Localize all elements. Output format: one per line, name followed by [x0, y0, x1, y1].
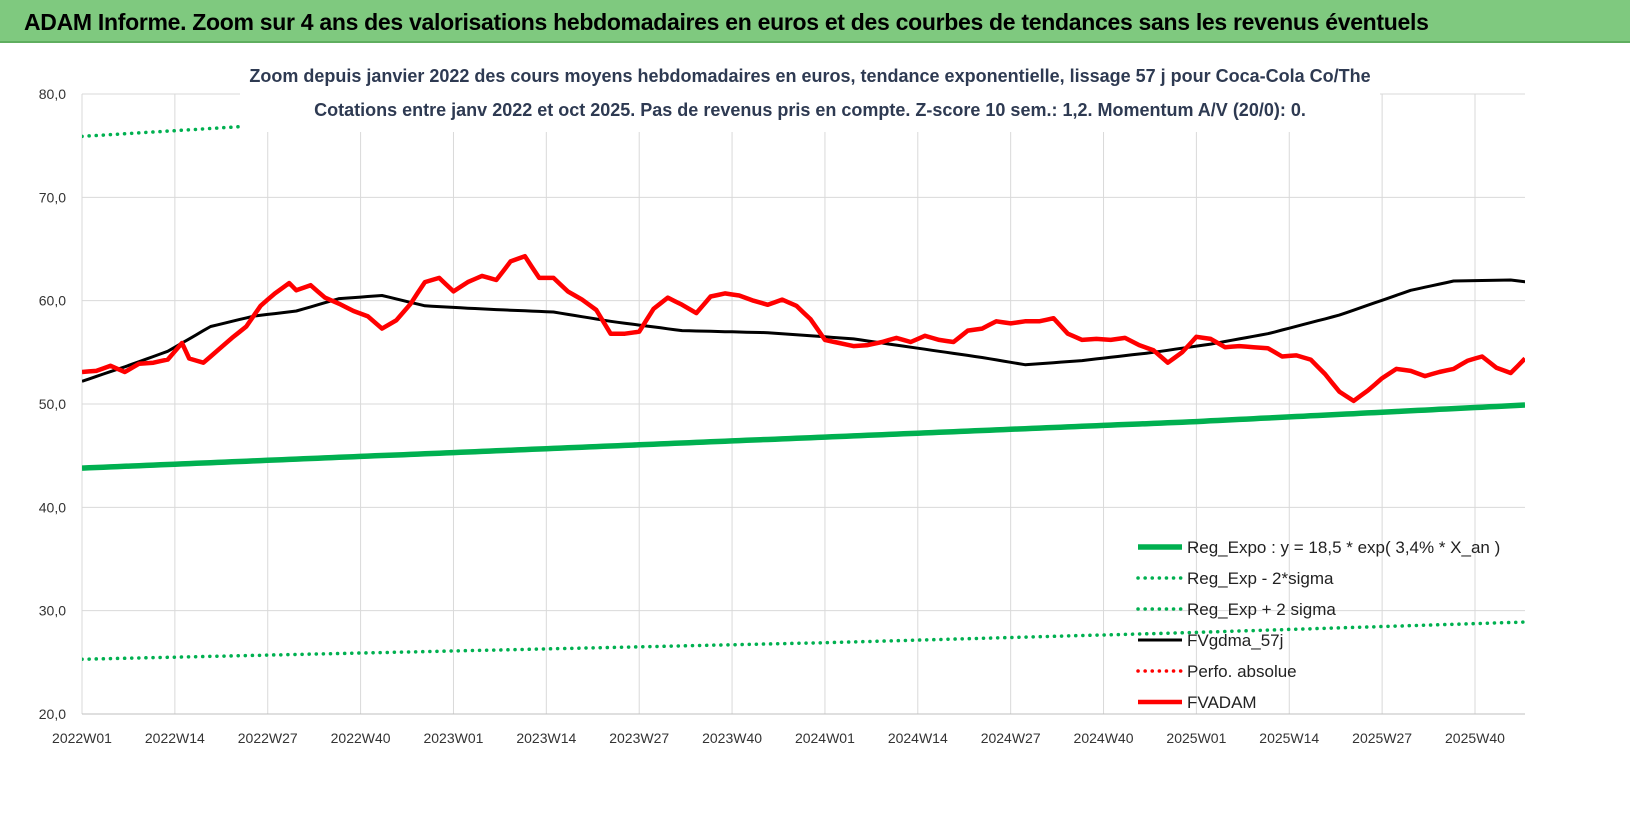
legend-label: Reg_Exp + 2 sigma	[1187, 600, 1336, 619]
series-line-3	[82, 278, 1525, 383]
x-tick-label: 2023W14	[516, 730, 576, 746]
legend-label: Reg_Exp - 2*sigma	[1187, 569, 1334, 588]
y-tick-label: 60,0	[39, 293, 66, 309]
y-tick-label: 30,0	[39, 603, 66, 619]
x-tick-label: 2024W27	[981, 730, 1041, 746]
x-tick-label: 2024W14	[888, 730, 948, 746]
legend-label: Perfo. absolue	[1187, 662, 1297, 681]
x-tick-label: 2022W01	[52, 730, 112, 746]
y-tick-label: 80,0	[39, 86, 66, 102]
y-tick-label: 20,0	[39, 706, 66, 722]
y-tick-label: 40,0	[39, 499, 66, 515]
legend-label: FVgdma_57j	[1187, 631, 1283, 650]
series-line-0	[82, 402, 1525, 471]
x-tick-label: 2024W40	[1074, 730, 1134, 746]
y-tick-label: 50,0	[39, 396, 66, 412]
series-line-5	[82, 253, 1525, 404]
x-tick-label: 2023W27	[609, 730, 669, 746]
series-line-1	[82, 620, 1525, 661]
legend-label: FVADAM	[1187, 693, 1257, 712]
x-tick-label: 2025W14	[1259, 730, 1319, 746]
x-tick-label: 2022W27	[238, 730, 298, 746]
subtitle-background	[240, 58, 1380, 132]
x-tick-label: 2023W01	[423, 730, 483, 746]
x-tick-label: 2025W27	[1352, 730, 1412, 746]
x-tick-label: 2023W40	[702, 730, 762, 746]
chart-legend: Reg_Expo : y = 18,5 * exp( 3,4% * X_an )…	[1136, 538, 1500, 712]
chart-title: Zoom depuis janvier 2022 des cours moyen…	[249, 66, 1370, 86]
y-tick-label: 70,0	[39, 189, 66, 205]
x-tick-label: 2022W14	[145, 730, 205, 746]
page-title: ADAM Informe. Zoom sur 4 ans des valoris…	[24, 9, 1429, 35]
x-tick-label: 2024W01	[795, 730, 855, 746]
chart-axes: 20,0 30,0 40,0 50,0 60,0 70,0 80,0 2022W01 2022W…	[39, 86, 1525, 746]
x-tick-label: 2025W01	[1166, 730, 1226, 746]
x-tick-label: 2022W40	[331, 730, 391, 746]
x-tick-label: 2025W40	[1445, 730, 1505, 746]
chart-grid	[81, 93, 1525, 715]
legend-label: Reg_Expo : y = 18,5 * exp( 3,4% * X_an )	[1187, 538, 1500, 557]
header-banner: ADAM Informe. Zoom sur 4 ans des valoris…	[0, 0, 1630, 43]
chart-subtitle: Cotations entre janv 2022 et oct 2025. P…	[314, 100, 1306, 120]
